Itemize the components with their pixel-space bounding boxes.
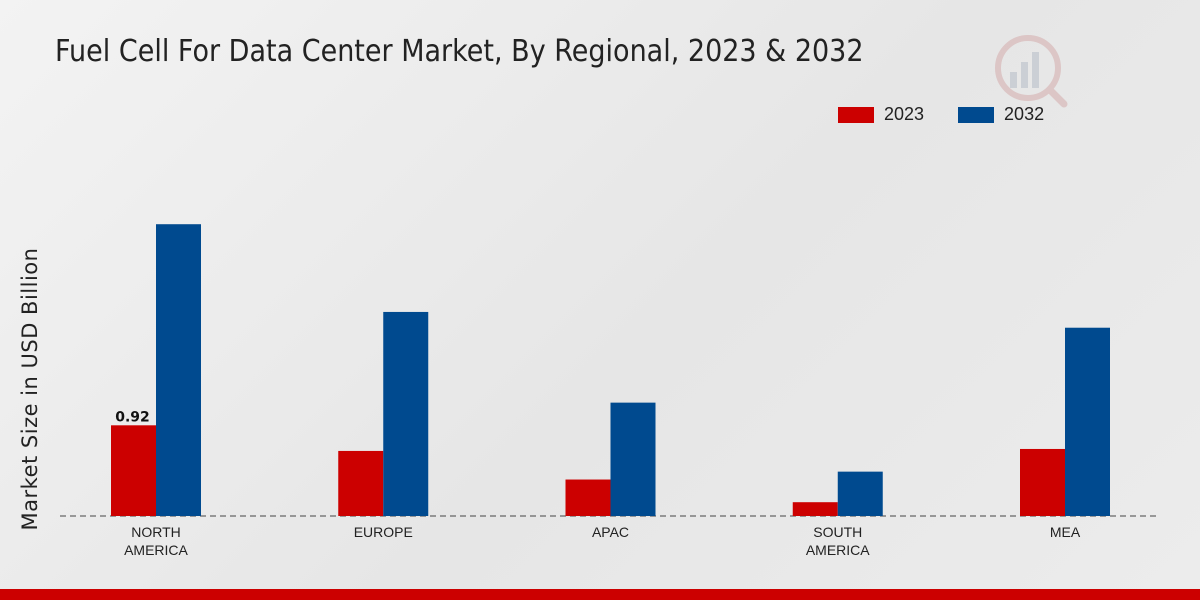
x-tick-label-line: NORTH — [131, 524, 181, 540]
x-tick-label: NORTH AMERICA — [124, 524, 188, 558]
bar-2023-mea — [1020, 448, 1065, 516]
x-tick-label: APAC — [592, 524, 629, 540]
x-tick-label-line: EUROPE — [354, 524, 413, 540]
legend: 2023 2032 — [838, 104, 1078, 125]
legend-label-2023: 2023 — [884, 104, 925, 124]
bar-2032-mea — [1065, 327, 1110, 516]
bar-2023-europe — [338, 450, 384, 516]
legend-swatch-2023 — [838, 106, 874, 123]
x-tick-label-line: SOUTH — [813, 524, 862, 540]
data-label: 0.92 — [115, 409, 150, 425]
bar-2023-north-america — [111, 425, 156, 516]
legend-item-2032: 2032 — [958, 104, 1044, 125]
watermark-logo-icon — [995, 35, 1068, 108]
bar-2032-europe — [383, 311, 429, 516]
bar-2032-north-america — [156, 224, 201, 516]
bar-2032-apac — [610, 402, 656, 516]
x-tick-label-line: MEA — [1050, 524, 1081, 540]
bar-2023-apac — [565, 479, 611, 516]
footer-bar — [0, 589, 1200, 600]
x-tick-label-line: AMERICA — [124, 542, 188, 558]
x-tick-label: EUROPE — [354, 524, 413, 540]
chart-title: Fuel Cell For Data Center Market, By Reg… — [55, 34, 864, 69]
x-tick-label-line: APAC — [592, 524, 629, 540]
bar-2023-south-america — [792, 502, 838, 516]
x-tick-label: MEA — [1050, 524, 1081, 540]
x-tick-label: SOUTH AMERICA — [806, 524, 870, 558]
x-tick-label-line: AMERICA — [806, 542, 870, 558]
legend-item-2023: 2023 — [838, 104, 924, 125]
legend-swatch-2032 — [958, 106, 995, 123]
bar-2032-south-america — [837, 471, 883, 516]
legend-label-2032: 2032 — [1004, 104, 1045, 124]
